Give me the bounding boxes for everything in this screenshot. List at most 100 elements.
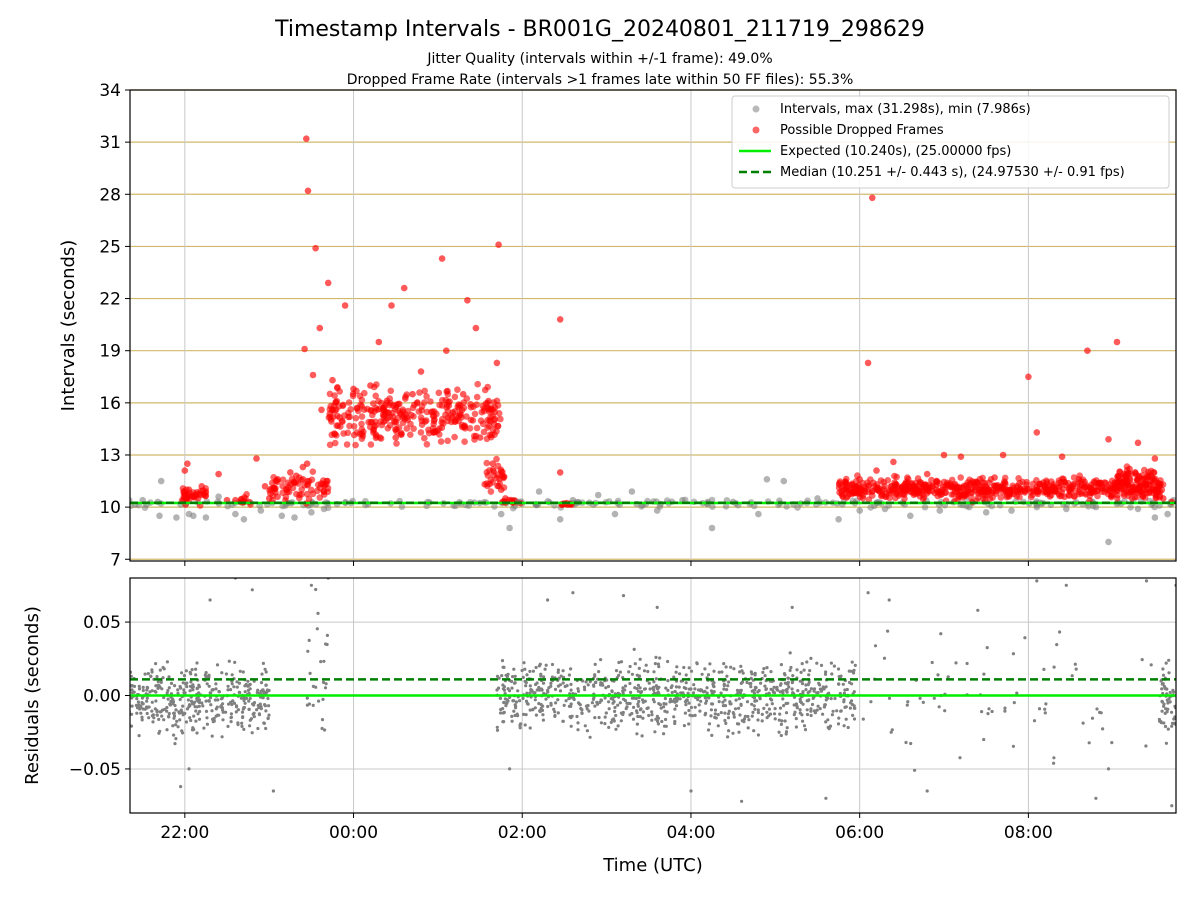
residual-point [582,685,587,689]
dropped-frame-point [1075,476,1083,483]
residual-point [542,675,546,679]
residual-point [258,702,262,706]
residual-point [930,660,934,665]
residuals-plot: 0.05 0.00 −0.05 22:00 00:00 02:00 04:00 06:00 08… [22,577,1177,876]
dropped-frame-point [493,359,501,367]
residual-point [638,686,642,690]
dropped-frame-point [1071,480,1078,488]
residual-point [160,714,164,718]
dropped-frame-point [498,471,506,479]
residual-point [1094,796,1098,800]
residual-point [593,704,597,708]
interval-point [907,512,914,520]
legend-label-intervals: Intervals, max (31.298s), min (7.986s) [780,102,1031,117]
residual-point [189,699,194,703]
dropped-frame-point [1107,492,1115,500]
residual-point [804,683,808,687]
residual-point [772,685,776,689]
dropped-frame-point [352,414,360,422]
residual-point [712,685,716,689]
residual-point [578,703,582,707]
residual-point [619,719,623,723]
residual-point [752,729,756,733]
residual-point [740,799,744,803]
dropped-frame-point [979,495,987,503]
residual-point [704,701,708,705]
dropped-frame-point [484,383,492,391]
residual-point [737,706,741,710]
residual-point [166,688,170,693]
residual-point [593,716,597,720]
dropped-frame-point [493,455,500,463]
residual-point [553,687,558,692]
residual-point [145,711,149,716]
residual-point [723,718,727,723]
residual-point [657,665,661,669]
dropped-frame-point [1156,482,1164,489]
residual-point [181,704,185,708]
residual-point [804,688,808,692]
dropped-frame-point [957,474,964,481]
residual-point [713,708,718,712]
residual-point [195,661,199,665]
dropped-frame-point [890,458,897,466]
residual-point [256,726,260,731]
residual-point [201,704,205,708]
residual-point [195,731,199,735]
residual-point [652,685,656,689]
residual-point [266,716,270,720]
residual-point [682,724,687,728]
residual-point [734,698,738,702]
residual-point [636,714,640,719]
residual-point [687,701,691,705]
residual-point [601,683,605,687]
residual-point [240,721,244,725]
residual-point [240,710,245,714]
residual-point [691,691,696,695]
dropped-frame-point [265,495,273,502]
residual-point [654,677,658,681]
dropped-frame-point [373,433,381,440]
dropped-frame-point [864,359,872,367]
residual-point [673,689,677,694]
dropped-frame-point [449,414,456,421]
residual-point [610,718,614,722]
interval-point [783,503,790,510]
dropped-frame-point [372,392,380,400]
residual-point [663,696,668,701]
interval-point [611,510,619,518]
residual-point [695,662,699,666]
top-axes-frame [129,89,1177,562]
residual-point [656,690,660,695]
residual-point [783,673,787,677]
dropped-frame-point [407,420,414,428]
residual-point [798,708,802,712]
interval-point [1085,503,1092,510]
residual-point [798,679,802,683]
residual-point [662,732,666,736]
interval-point [988,502,996,510]
dropped-frame-point [367,441,375,448]
residual-point [521,696,525,701]
residual-point [665,710,669,714]
residual-point [525,673,529,677]
residual-point [556,670,560,675]
residual-point [773,717,777,721]
residual-point [629,690,633,695]
dropped-frame-point [489,426,497,434]
x-axis-label: Time (UTC) [602,855,703,876]
residual-point [171,700,176,704]
residual-point [786,682,790,686]
residual-point [800,682,805,686]
residual-point [1058,630,1062,634]
dropped-frame-point [387,387,395,395]
residual-point [594,680,598,685]
dropped-frame-point [438,255,446,262]
dropped-frame-point [1016,486,1024,494]
residual-point [809,713,813,718]
residual-point [250,731,254,735]
dropped-frame-point [1151,455,1159,462]
bottom-xtick-label: 06:00 [835,823,884,843]
dropped-frame-point [473,424,481,432]
dropped-frame-point [1126,465,1133,473]
